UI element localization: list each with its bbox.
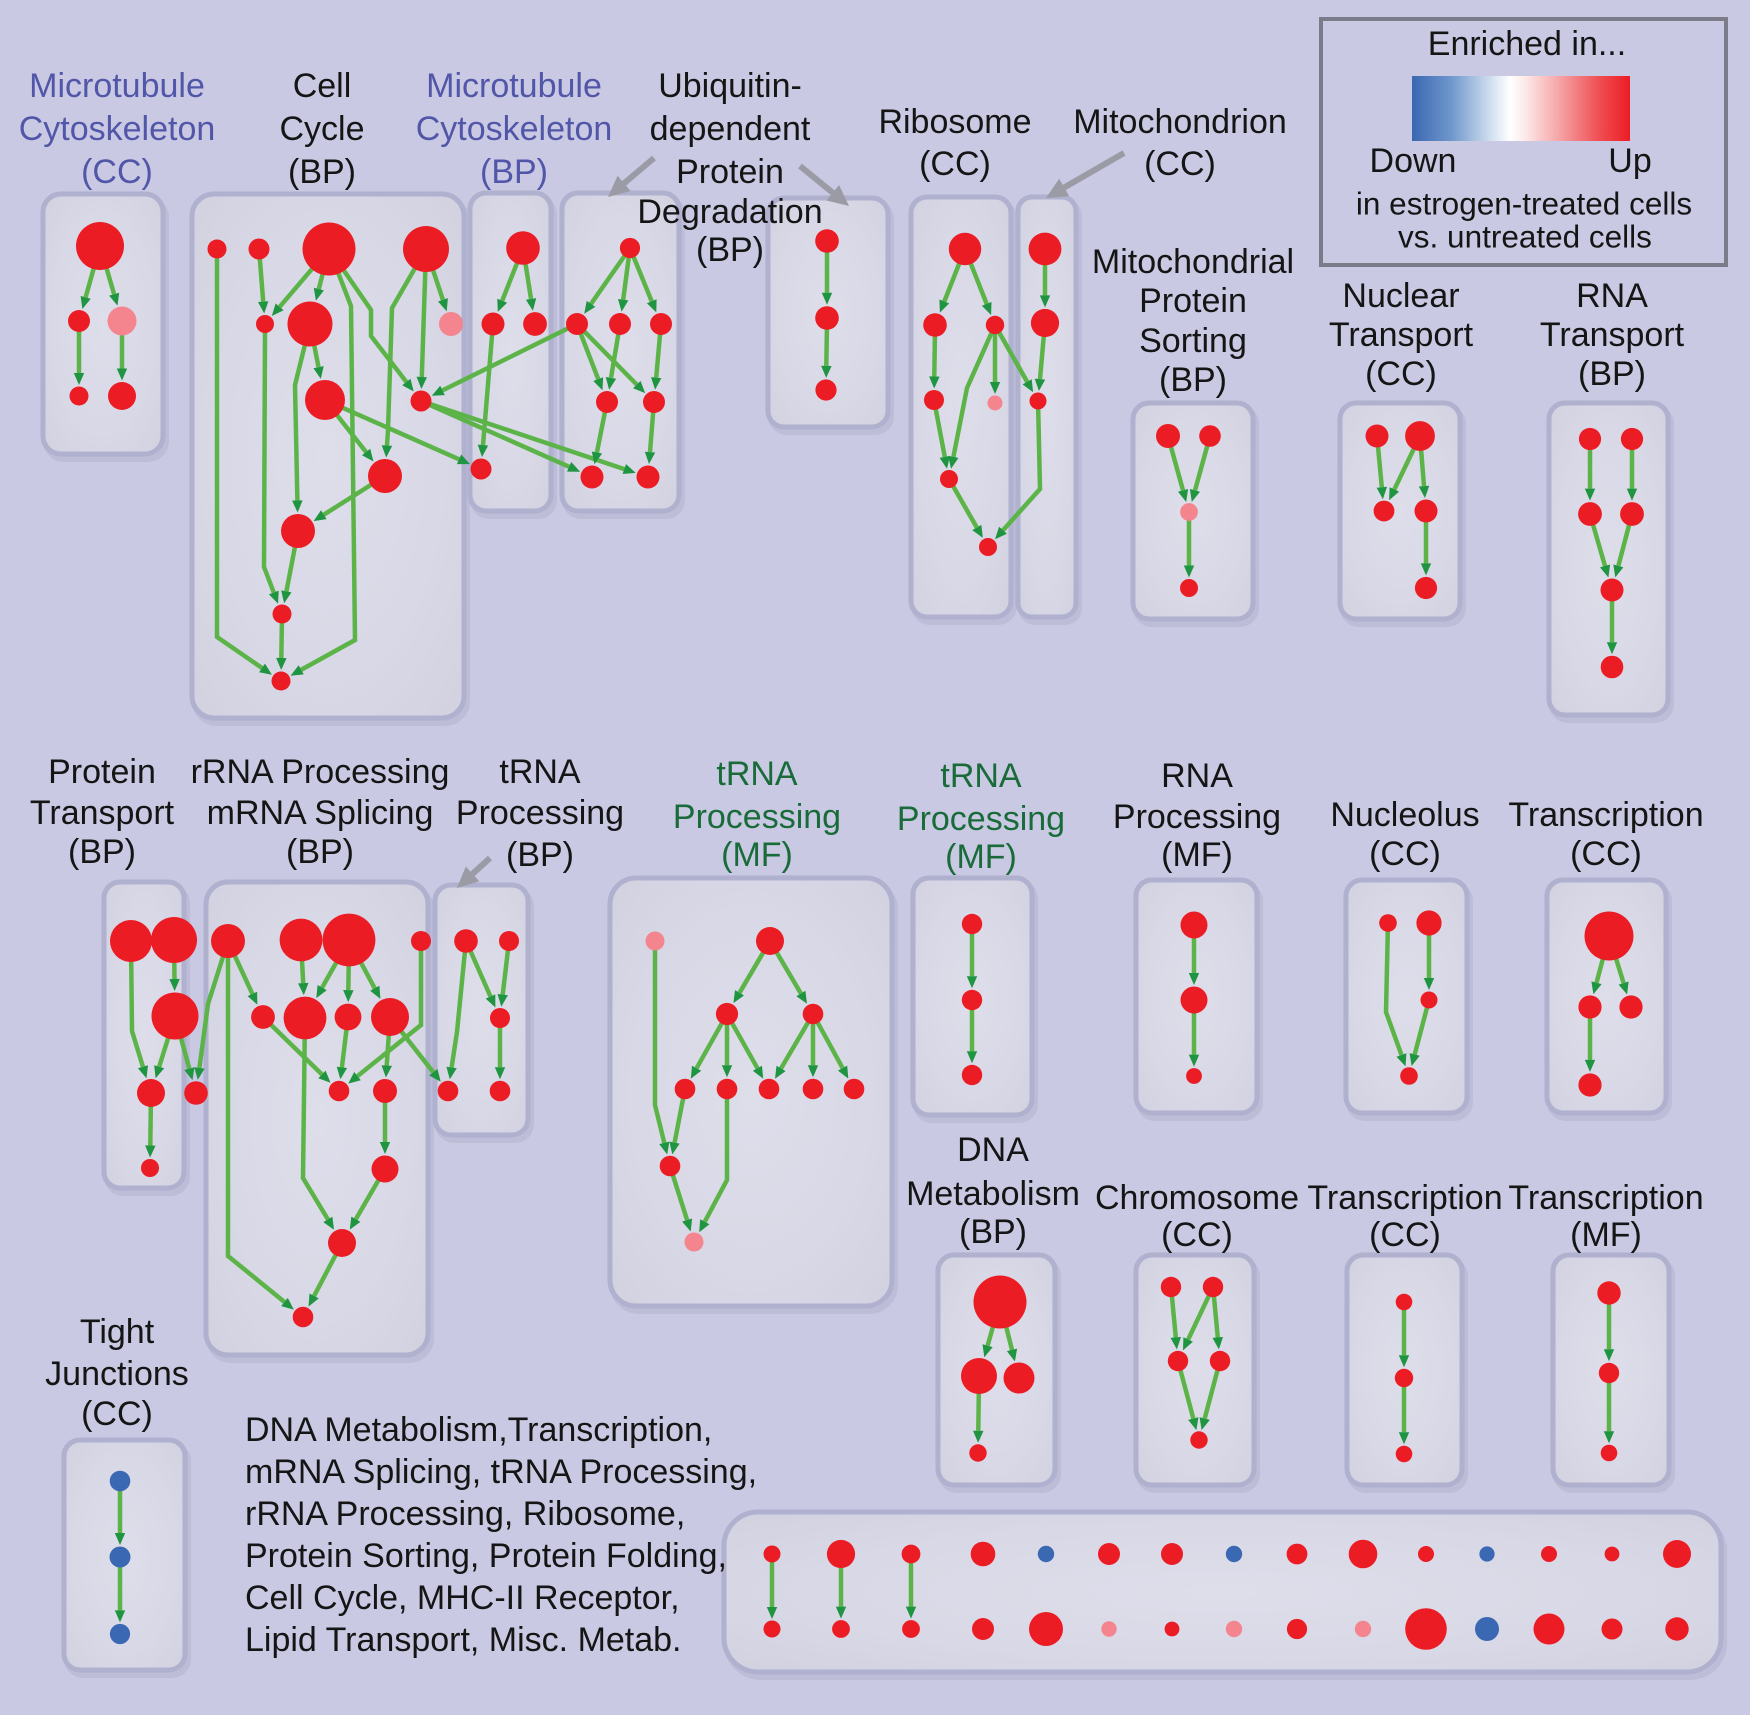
svg-text:mRNA Splicing, tRNA Processing: mRNA Splicing, tRNA Processing, [245,1453,757,1491]
svg-text:mRNA Splicing: mRNA Splicing [207,794,434,832]
svg-text:(BP): (BP) [286,833,354,871]
svg-text:(CC): (CC) [1365,355,1437,393]
svg-text:dependent: dependent [650,110,811,148]
svg-text:in estrogen-treated cells: in estrogen-treated cells [1356,185,1692,221]
svg-text:Protein Sorting, Protein Foldi: Protein Sorting, Protein Folding, [245,1537,727,1575]
svg-text:tRNA: tRNA [716,755,798,793]
svg-text:Cell: Cell [293,67,352,105]
svg-text:RNA: RNA [1576,277,1648,315]
svg-text:(BP): (BP) [506,836,574,874]
svg-text:Protein: Protein [1139,282,1247,320]
svg-text:Junctions: Junctions [45,1355,189,1393]
svg-text:RNA: RNA [1161,757,1233,795]
svg-text:Transport: Transport [1540,316,1685,354]
svg-text:(CC): (CC) [81,1395,153,1433]
svg-text:(CC): (CC) [1369,1216,1441,1254]
svg-text:(MF): (MF) [1570,1216,1642,1254]
svg-text:Degradation: Degradation [637,193,822,231]
svg-text:Mitochondrion: Mitochondrion [1073,103,1287,141]
svg-text:tRNA: tRNA [499,753,581,791]
svg-text:(MF): (MF) [1161,836,1233,874]
svg-text:Ubiquitin-: Ubiquitin- [658,67,802,105]
svg-text:Metabolism: Metabolism [906,1175,1080,1213]
svg-text:Transport: Transport [30,794,175,832]
svg-text:Microtubule: Microtubule [29,67,205,105]
svg-text:Ribosome: Ribosome [878,103,1031,141]
svg-text:(MF): (MF) [945,838,1017,876]
svg-text:(BP): (BP) [1578,355,1646,393]
svg-text:(CC): (CC) [81,153,153,191]
svg-text:Processing: Processing [897,800,1065,838]
svg-text:tRNA: tRNA [940,757,1022,795]
svg-text:vs. untreated cells: vs. untreated cells [1398,218,1652,254]
svg-text:rRNA Processing, Ribosome,: rRNA Processing, Ribosome, [245,1495,685,1533]
svg-text:Protein: Protein [676,153,784,191]
svg-text:Chromosome: Chromosome [1095,1179,1299,1217]
svg-text:rRNA Processing: rRNA Processing [191,753,450,791]
svg-text:Processing: Processing [1113,798,1281,836]
svg-text:Cycle: Cycle [279,110,364,148]
svg-text:(BP): (BP) [480,153,548,191]
svg-text:Transcription: Transcription [1307,1179,1502,1217]
svg-text:(CC): (CC) [1570,835,1642,873]
svg-text:(CC): (CC) [1161,1216,1233,1254]
svg-text:Protein: Protein [48,753,156,791]
svg-text:DNA Metabolism,Transcription,: DNA Metabolism,Transcription, [245,1411,712,1449]
svg-text:(BP): (BP) [1159,361,1227,399]
svg-text:Cell Cycle, MHC-II Receptor,: Cell Cycle, MHC-II Receptor, [245,1579,680,1617]
svg-text:Microtubule: Microtubule [426,67,602,105]
svg-text:Processing: Processing [673,798,841,836]
svg-text:Down: Down [1370,142,1457,180]
svg-text:Transport: Transport [1329,316,1474,354]
svg-text:Transcription: Transcription [1508,796,1703,834]
svg-text:Tight: Tight [80,1313,155,1351]
svg-text:(CC): (CC) [919,145,991,183]
svg-text:Nucleolus: Nucleolus [1330,796,1479,834]
svg-text:Mitochondrial: Mitochondrial [1092,243,1294,281]
svg-text:Nuclear: Nuclear [1342,277,1459,315]
svg-text:Enriched in...: Enriched in... [1428,25,1626,63]
svg-text:(MF): (MF) [721,836,793,874]
svg-text:Processing: Processing [456,794,624,832]
svg-text:(BP): (BP) [288,153,356,191]
svg-text:Up: Up [1608,142,1651,180]
svg-text:Cytoskeleton: Cytoskeleton [19,110,216,148]
svg-text:Sorting: Sorting [1139,322,1247,360]
svg-text:(CC): (CC) [1144,145,1216,183]
svg-text:(BP): (BP) [68,833,136,871]
svg-text:(CC): (CC) [1369,835,1441,873]
svg-text:(BP): (BP) [696,231,764,269]
svg-text:DNA: DNA [957,1131,1029,1169]
svg-text:(BP): (BP) [959,1213,1027,1251]
svg-text:Transcription: Transcription [1508,1179,1703,1217]
svg-text:Cytoskeleton: Cytoskeleton [416,110,613,148]
svg-text:Lipid Transport, Misc. Metab.: Lipid Transport, Misc. Metab. [245,1621,682,1659]
